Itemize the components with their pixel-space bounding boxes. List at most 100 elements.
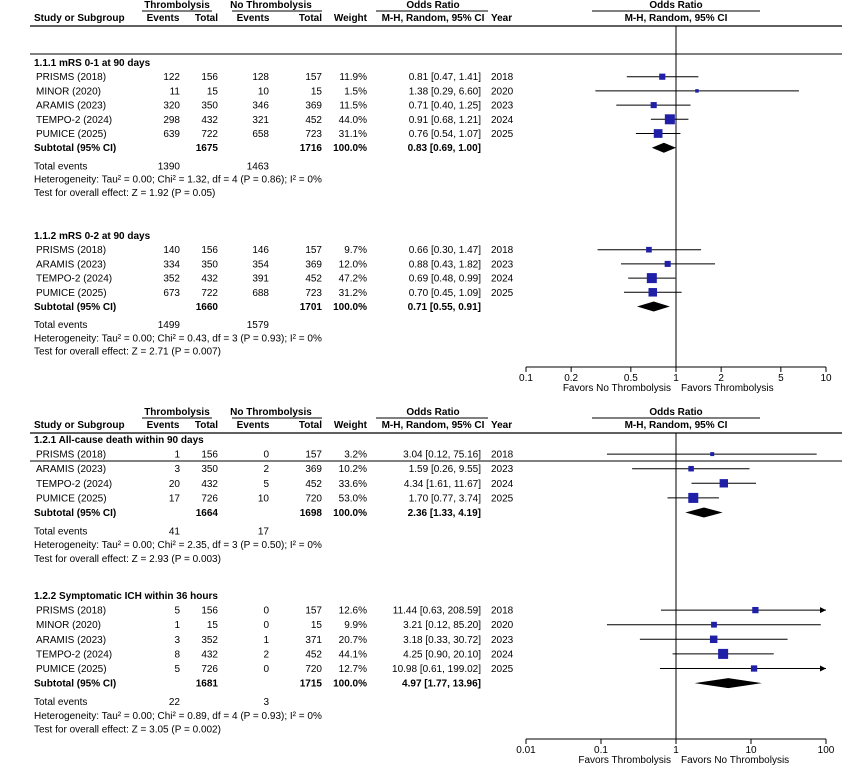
study-row: PUMICE (2025) 17 726 10 720 53.0% 1.70 [0.77, … xyxy=(36,492,719,504)
study-marker xyxy=(750,665,758,672)
total-2: 15 xyxy=(311,86,323,97)
total-events-label: Total events xyxy=(34,161,87,172)
study-row: ARAMIS (2023) 3 352 1 371 20.7% 3.18 [0.33, 30… xyxy=(36,635,788,646)
subtotal-weight: 100.0% xyxy=(333,302,367,313)
events-2: 128 xyxy=(252,72,269,83)
study-marker xyxy=(646,246,652,253)
subtotal-total-2: 1701 xyxy=(300,302,323,313)
subtotal-or-ci: 4.97 [1.77, 13.96] xyxy=(402,679,481,690)
header-study: Study or Subgroup xyxy=(34,13,125,24)
study-name: PUMICE (2025) xyxy=(36,129,107,140)
study-row: PUMICE (2025) 673 722 688 723 31.2% 0.70 [0.45… xyxy=(36,288,682,299)
overall-effect-text: Test for overall effect: Z = 3.05 (P = 0… xyxy=(34,724,221,735)
subtotal-weight: 100.0% xyxy=(333,143,367,154)
study-marker xyxy=(688,465,694,472)
subgroup-title: 1.2.1 All-cause death within 90 days xyxy=(34,435,204,446)
pooled-diamond xyxy=(685,507,723,518)
study-row: PUMICE (2025) 5 726 0 720 12.7% 10.98 [0.61, 1… xyxy=(36,664,826,675)
favors-right-label: Favors No Thrombolysis xyxy=(681,755,789,766)
total-events-1: 1499 xyxy=(158,320,181,331)
total-1: 350 xyxy=(201,101,218,112)
subtotal-total-1: 1660 xyxy=(196,302,219,313)
header-total-2: Total xyxy=(299,13,322,24)
study-row: MINOR (2020) 1 15 0 15 9.9% 3.21 [0.12, 85.20]… xyxy=(36,620,821,631)
total-2: 157 xyxy=(305,450,322,461)
events-1: 11 xyxy=(170,86,181,97)
events-1: 122 xyxy=(163,72,180,83)
year-value: 2025 xyxy=(491,288,514,299)
year-value: 2024 xyxy=(491,274,514,285)
total-1: 156 xyxy=(201,450,218,461)
study-marker xyxy=(718,648,729,659)
or-ci-text: 3.04 [0.12, 75.16] xyxy=(403,450,481,461)
subtotal-label: Subtotal (95% CI) xyxy=(34,143,116,154)
weight-value: 12.7% xyxy=(339,664,367,675)
total-2: 723 xyxy=(305,288,322,299)
total-events-label: Total events xyxy=(34,320,87,331)
subtotal-row: Subtotal (95% CI) 1675 1716 100.0% 0.83 [0.6… xyxy=(34,142,676,154)
events-2: 321 xyxy=(252,115,269,126)
total-1: 432 xyxy=(201,479,218,490)
study-name: PRISMS (2018) xyxy=(36,72,106,83)
study-name: TEMPO-2 (2024) xyxy=(36,274,112,285)
study-marker xyxy=(664,260,671,267)
total-2: 371 xyxy=(305,635,322,646)
header-events-1: Events xyxy=(147,420,180,431)
study-row: TEMPO-2 (2024) 298 432 321 452 44.0% 0.91 [0.6… xyxy=(36,114,689,126)
events-2: 658 xyxy=(252,129,269,140)
study-name: PRISMS (2018) xyxy=(36,245,106,256)
or-ci-text: 10.98 [0.61, 199.02] xyxy=(392,664,481,675)
subtotal-total-2: 1698 xyxy=(300,508,323,519)
total-2: 723 xyxy=(305,129,322,140)
study-marker xyxy=(719,479,728,488)
study-row: PRISMS (2018) 122 156 128 157 11.9% 0.81 [0.47… xyxy=(36,72,699,83)
or-ci-text: 1.70 [0.77, 3.74] xyxy=(409,493,482,504)
header-plot-title: Odds Ratio xyxy=(649,407,702,418)
weight-value: 44.1% xyxy=(339,649,367,660)
study-name: ARAMIS (2023) xyxy=(36,635,106,646)
total-1: 726 xyxy=(201,493,218,504)
study-marker xyxy=(653,129,663,138)
subtotal-row: Subtotal (95% CI) 1664 1698 100.0% 2.36 [1.3… xyxy=(34,507,723,519)
subtotal-total-2: 1716 xyxy=(300,143,323,154)
study-marker xyxy=(752,606,759,614)
header-year: Year xyxy=(491,420,512,431)
overall-effect-text: Test for overall effect: Z = 2.71 (P = 0… xyxy=(34,347,221,358)
weight-value: 44.0% xyxy=(339,115,367,126)
total-2: 369 xyxy=(305,259,322,270)
weight-value: 1.5% xyxy=(344,86,367,97)
year-value: 2023 xyxy=(491,464,514,475)
events-2: 146 xyxy=(252,245,269,256)
study-row: MINOR (2020) 11 15 10 15 1.5% 1.38 [0.29, 6.60… xyxy=(36,86,799,97)
total-events-2: 3 xyxy=(263,697,269,708)
year-value: 2018 xyxy=(491,606,514,617)
total-2: 452 xyxy=(305,274,322,285)
events-1: 639 xyxy=(163,129,180,140)
overall-effect-text: Test for overall effect: Z = 1.92 (P = 0… xyxy=(34,188,215,199)
total-1: 726 xyxy=(201,664,218,675)
x-tick-label: 100 xyxy=(818,745,835,756)
study-marker xyxy=(664,114,675,125)
header-method: M-H, Random, 95% CI xyxy=(382,13,485,24)
study-row: ARAMIS (2023) 3 350 2 369 10.2% 1.59 [0.26, 9.… xyxy=(36,464,750,475)
study-marker xyxy=(650,102,657,109)
overall-effect-text: Test for overall effect: Z = 2.93 (P = 0… xyxy=(34,554,221,565)
events-2: 10 xyxy=(258,86,270,97)
study-row: TEMPO-2 (2024) 20 432 5 452 33.6% 4.34 [1.61, … xyxy=(36,479,757,490)
events-2: 0 xyxy=(263,664,269,675)
events-2: 688 xyxy=(252,288,269,299)
subtotal-total-1: 1675 xyxy=(196,143,219,154)
ci-arrow xyxy=(820,665,826,672)
total-events-1: 22 xyxy=(169,697,181,708)
events-2: 1 xyxy=(263,635,269,646)
total-1: 432 xyxy=(201,115,218,126)
header-plot-method: M-H, Random, 95% CI xyxy=(625,420,728,431)
weight-value: 10.2% xyxy=(339,464,367,475)
total-1: 722 xyxy=(201,129,218,140)
events-2: 0 xyxy=(263,450,269,461)
or-ci-text: 4.25 [0.90, 20.10] xyxy=(403,649,481,660)
total-2: 452 xyxy=(305,649,322,660)
year-value: 2025 xyxy=(491,664,514,675)
year-value: 2025 xyxy=(491,129,514,140)
header-effect: Odds Ratio xyxy=(406,0,459,11)
